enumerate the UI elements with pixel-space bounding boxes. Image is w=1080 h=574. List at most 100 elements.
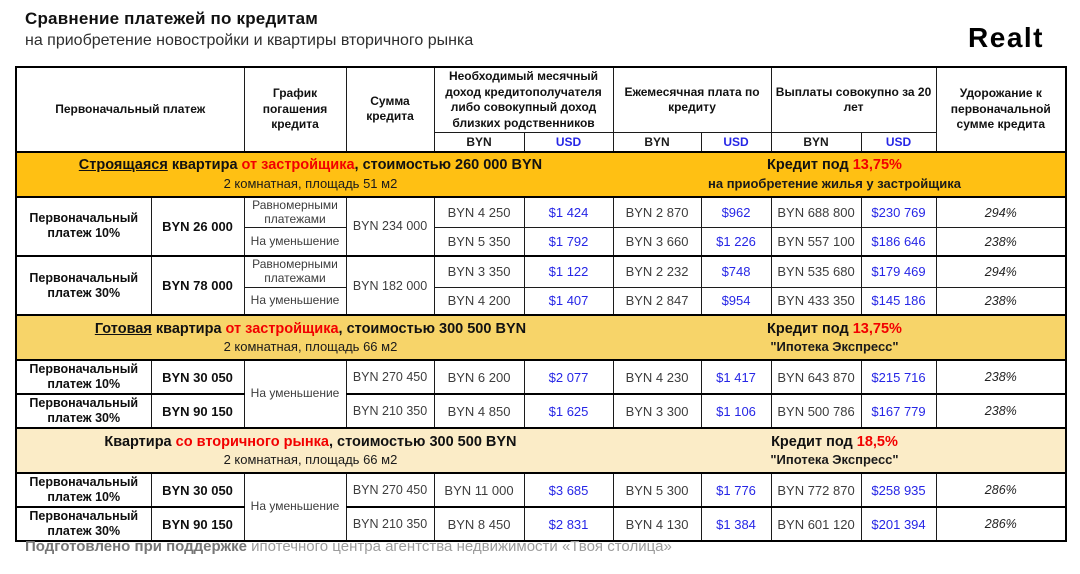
section-title: Строящаяся квартира от застройщика, стои… — [17, 156, 604, 192]
schedule-cell: Равномерными платежами — [243, 195, 347, 229]
col-header-loan-sum: Сумма кредита — [345, 66, 435, 153]
credit-program: "Ипотека Экспресс" — [770, 452, 899, 468]
monthly-usd-cell: $748 — [700, 254, 772, 288]
section-credit-info: Кредит под 18,5% "Ипотека Экспресс" — [604, 433, 1065, 469]
subheader-byn: BYN — [433, 132, 525, 153]
total-usd-cell: $186 646 — [860, 227, 937, 257]
total-usd-cell: $201 394 — [860, 506, 937, 542]
currency-subheader-row: BYN USD BYN USD BYN USD — [16, 132, 1066, 153]
section-apartment-info: 2 комнатная, площадь 51 м2 — [223, 176, 398, 192]
table-row: Первоначальный платеж 10% BYN 30 050 На … — [15, 359, 1067, 429]
subheader-byn: BYN — [612, 132, 702, 153]
overpayment-cell: 286% — [935, 472, 1067, 508]
monthly-byn-cell: BYN 5 300 — [612, 472, 702, 508]
credit-program: на приобретение жилья у застройщика — [708, 176, 961, 192]
section-banner-ready: Готовая квартира от застройщика, стоимос… — [15, 314, 1067, 362]
initial-payment-amount: BYN 30 050 — [150, 472, 245, 508]
total-byn-cell: BYN 535 680 — [770, 254, 862, 288]
subheader-usd: USD — [523, 132, 614, 153]
col-header-income: Необходимый месячный доход кредитополуча… — [433, 66, 614, 134]
loan-sum-cell: BYN 270 450 — [345, 472, 435, 508]
monthly-byn-cell: BYN 3 300 — [612, 393, 702, 429]
credit-rate: 13,75% — [852, 157, 902, 174]
schedule-cell: Равномерными платежами — [243, 254, 347, 288]
subheader-usd: USD — [860, 132, 937, 153]
footer-rest-text: ипотечного центра агентства недвижимости… — [246, 538, 672, 555]
monthly-byn-cell: BYN 4 230 — [612, 359, 702, 395]
monthly-byn-cell: BYN 2 870 — [612, 195, 702, 229]
credit-rate: 13,75% — [852, 320, 902, 337]
page-subtitle: на приобретение новостройки и квартиры в… — [25, 32, 474, 49]
overpayment-cell: 294% — [935, 254, 1067, 288]
table-row: Первоначальный платеж 30% BYN 90 150 BYN… — [15, 393, 1067, 429]
income-usd-cell: $1 424 — [523, 195, 614, 229]
monthly-usd-cell: $1 106 — [700, 393, 772, 429]
income-usd-cell: $1 792 — [523, 227, 614, 257]
schedule-cell: На уменьшение — [243, 359, 347, 429]
page-title: Сравнение платежей по кредитам — [25, 9, 319, 28]
overpayment-cell: 286% — [935, 506, 1067, 542]
monthly-usd-cell: $1 384 — [700, 506, 772, 542]
income-usd-cell: $2 077 — [523, 359, 614, 395]
table-row: Первоначальный платеж 30% BYN 78 000 Рав… — [15, 254, 1067, 316]
total-byn-cell: BYN 601 120 — [770, 506, 862, 542]
income-usd-cell: $2 831 — [523, 506, 614, 542]
income-byn-cell: BYN 3 350 — [433, 254, 525, 288]
col-header-overpayment: Удорожание к первоначальной сумме кредит… — [935, 66, 1067, 153]
col-header-monthly: Ежемесячная плата по кредиту — [612, 66, 772, 134]
initial-payment-label: Первоначальный платеж 30% — [15, 254, 152, 316]
section-apartment-info: 2 комнатная, площадь 66 м2 — [223, 339, 398, 355]
table-row: Первоначальный платеж 30% BYN 90 150 BYN… — [15, 506, 1067, 542]
total-byn-cell: BYN 500 786 — [770, 393, 862, 429]
total-usd-cell: $145 186 — [860, 286, 937, 316]
monthly-byn-cell: BYN 4 130 — [612, 506, 702, 542]
table-row: Первоначальный платеж 10% BYN 30 050 На … — [15, 472, 1067, 542]
income-byn-cell: BYN 4 200 — [433, 286, 525, 316]
total-byn-cell: BYN 688 800 — [770, 195, 862, 229]
initial-payment-label: Первоначальный платеж 30% — [15, 393, 152, 429]
loan-comparison-table: Первоначальный платеж График погашения к… — [15, 66, 1068, 543]
monthly-usd-cell: $1 776 — [700, 472, 772, 508]
section-banner-secondary: Квартира со вторичного рынка, стоимостью… — [15, 427, 1067, 475]
initial-payment-amount: BYN 90 150 — [150, 506, 245, 542]
initial-payment-label: Первоначальный платеж 30% — [15, 506, 152, 542]
income-usd-cell: $1 625 — [523, 393, 614, 429]
schedule-cell: На уменьшение — [243, 286, 347, 316]
total-usd-cell: $230 769 — [860, 195, 937, 229]
overpayment-cell: 238% — [935, 286, 1067, 316]
monthly-byn-cell: BYN 3 660 — [612, 227, 702, 257]
initial-payment-label: Первоначальный платеж 10% — [15, 195, 152, 257]
section-title: Квартира со вторичного рынка, стоимостью… — [17, 433, 604, 469]
loan-sum-cell: BYN 210 350 — [345, 506, 435, 542]
col-header-total: Выплаты совокупно за 20 лет — [770, 66, 937, 134]
subheader-usd: USD — [700, 132, 772, 153]
credit-rate: 18,5% — [856, 433, 898, 450]
table-row: Первоначальный платеж 10% BYN 26 000 Рав… — [15, 195, 1067, 257]
col-header-initial-payment: Первоначальный платеж — [15, 66, 245, 153]
income-byn-cell: BYN 11 000 — [433, 472, 525, 508]
credit-program: "Ипотека Экспресс" — [770, 339, 899, 355]
loan-sum-cell: BYN 234 000 — [345, 195, 435, 257]
overpayment-cell: 294% — [935, 195, 1067, 229]
realt-logo: Realt — [968, 22, 1044, 53]
total-usd-cell: $167 779 — [860, 393, 937, 429]
income-byn-cell: BYN 4 850 — [433, 393, 525, 429]
income-usd-cell: $3 685 — [523, 472, 614, 508]
monthly-byn-cell: BYN 2 847 — [612, 286, 702, 316]
section-banner-construction: Строящаяся квартира от застройщика, стои… — [15, 150, 1067, 198]
monthly-byn-cell: BYN 2 232 — [612, 254, 702, 288]
income-byn-cell: BYN 5 350 — [433, 227, 525, 257]
income-byn-cell: BYN 8 450 — [433, 506, 525, 542]
loan-sum-cell: BYN 182 000 — [345, 254, 435, 316]
schedule-cell: На уменьшение — [243, 227, 347, 257]
initial-payment-amount: BYN 26 000 — [150, 195, 245, 257]
total-usd-cell: $215 716 — [860, 359, 937, 395]
overpayment-cell: 238% — [935, 227, 1067, 257]
total-byn-cell: BYN 433 350 — [770, 286, 862, 316]
section-credit-info: Кредит под 13,75% на приобретение жилья … — [604, 156, 1065, 192]
loan-sum-cell: BYN 270 450 — [345, 359, 435, 395]
subheader-byn: BYN — [770, 132, 862, 153]
loan-sum-cell: BYN 210 350 — [345, 393, 435, 429]
monthly-usd-cell: $1 417 — [700, 359, 772, 395]
total-byn-cell: BYN 557 100 — [770, 227, 862, 257]
